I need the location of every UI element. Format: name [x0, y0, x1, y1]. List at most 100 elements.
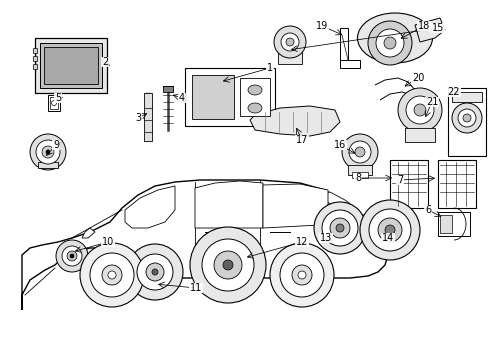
Bar [351, 172, 367, 178]
Bar [33, 64, 37, 69]
Bar [278, 52, 302, 64]
Polygon shape [195, 181, 263, 228]
Text: 11: 11 [189, 283, 202, 293]
Text: 22: 22 [447, 87, 459, 97]
Bar [389, 160, 427, 208]
Circle shape [46, 150, 50, 154]
Bar [33, 56, 37, 61]
Text: 21: 21 [425, 97, 437, 107]
Circle shape [348, 141, 370, 163]
Text: 5: 5 [55, 93, 61, 103]
Polygon shape [125, 186, 175, 228]
Circle shape [146, 263, 163, 281]
Circle shape [190, 227, 265, 303]
Circle shape [202, 239, 253, 291]
Circle shape [223, 260, 232, 270]
Bar [33, 48, 37, 53]
Circle shape [368, 209, 410, 251]
Circle shape [80, 243, 143, 307]
Bar [44, 47, 98, 84]
Polygon shape [325, 192, 357, 215]
Circle shape [285, 38, 293, 46]
Polygon shape [414, 18, 444, 42]
Circle shape [137, 254, 173, 290]
Circle shape [56, 240, 88, 272]
Bar [192, 75, 234, 119]
Text: 9: 9 [53, 140, 59, 150]
Text: 8: 8 [354, 173, 360, 183]
Circle shape [359, 200, 419, 260]
Bar [339, 60, 359, 68]
Circle shape [462, 114, 470, 122]
Bar [437, 212, 469, 236]
Bar [35, 38, 107, 93]
Circle shape [70, 254, 74, 258]
Circle shape [281, 33, 298, 51]
Text: 3: 3 [135, 113, 141, 123]
Circle shape [397, 88, 441, 132]
Circle shape [329, 218, 349, 238]
Circle shape [102, 265, 122, 285]
Text: 7: 7 [396, 175, 402, 185]
Text: 13: 13 [319, 233, 331, 243]
Circle shape [383, 37, 395, 49]
Text: 15: 15 [431, 23, 443, 33]
Circle shape [335, 224, 343, 232]
Bar [163, 86, 173, 92]
Circle shape [375, 29, 403, 57]
Bar [48, 95, 60, 111]
Circle shape [451, 103, 481, 133]
Bar [347, 165, 371, 175]
Circle shape [377, 218, 401, 242]
Circle shape [273, 26, 305, 58]
Text: 14: 14 [381, 233, 393, 243]
Circle shape [384, 225, 394, 235]
Bar [437, 160, 475, 208]
Bar [451, 92, 481, 102]
Circle shape [367, 21, 411, 65]
Circle shape [36, 140, 60, 164]
Ellipse shape [247, 85, 262, 95]
Bar [447, 88, 485, 156]
Bar [50, 97, 58, 109]
Circle shape [30, 134, 66, 170]
Bar [40, 43, 102, 88]
Circle shape [127, 244, 183, 300]
Circle shape [62, 246, 82, 266]
Circle shape [269, 243, 333, 307]
Circle shape [313, 202, 365, 254]
Circle shape [297, 271, 305, 279]
Bar [240, 78, 269, 116]
Circle shape [457, 109, 475, 127]
Polygon shape [22, 180, 387, 310]
Text: 2: 2 [102, 57, 108, 67]
Bar [143, 93, 152, 141]
Circle shape [413, 104, 425, 116]
Bar [404, 128, 434, 142]
Polygon shape [249, 106, 339, 136]
Circle shape [354, 147, 364, 157]
Circle shape [67, 251, 77, 261]
Circle shape [51, 100, 57, 105]
Text: 4: 4 [179, 93, 184, 103]
Polygon shape [82, 228, 95, 238]
Circle shape [152, 269, 158, 275]
Polygon shape [374, 78, 414, 100]
Circle shape [214, 251, 242, 279]
Text: 12: 12 [295, 237, 307, 247]
Circle shape [108, 271, 116, 279]
Circle shape [321, 210, 357, 246]
Ellipse shape [357, 13, 431, 63]
Bar [38, 162, 58, 168]
Text: 1: 1 [266, 63, 272, 73]
Text: 18: 18 [417, 21, 429, 31]
Bar [184, 68, 274, 126]
Text: 17: 17 [295, 135, 307, 145]
Polygon shape [263, 184, 327, 228]
Ellipse shape [247, 103, 262, 113]
Circle shape [90, 253, 134, 297]
Circle shape [42, 146, 54, 158]
Text: 20: 20 [411, 73, 423, 83]
Text: 6: 6 [424, 205, 430, 215]
Text: 19: 19 [315, 21, 327, 31]
